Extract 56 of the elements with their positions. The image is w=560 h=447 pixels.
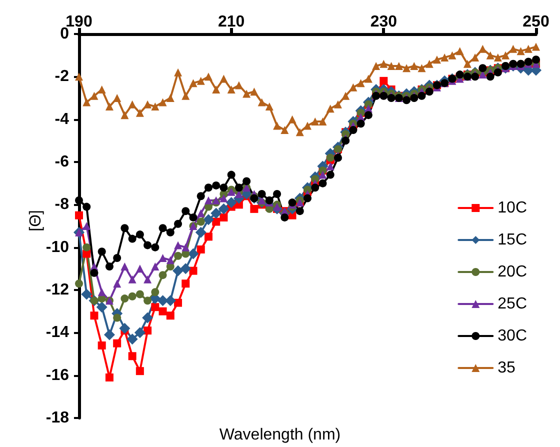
legend-label: 20C <box>498 264 528 280</box>
point <box>113 339 122 348</box>
x-tick-label: 210 <box>218 14 245 30</box>
point <box>157 295 168 306</box>
point <box>189 266 198 275</box>
legend-label: 25C <box>498 296 528 312</box>
point <box>90 312 98 320</box>
point <box>75 211 83 220</box>
legend-label: 15C <box>498 232 528 248</box>
y-tick-label: -6 <box>54 154 70 170</box>
point <box>204 232 212 241</box>
x-axis-title: Wavelength (nm) <box>219 426 341 444</box>
point <box>98 341 106 350</box>
y-tick-label: -12 <box>46 282 70 298</box>
point <box>172 265 184 276</box>
point <box>220 213 228 222</box>
point <box>134 327 146 338</box>
y-tick-label: -2 <box>54 68 70 86</box>
y-tick-label: -8 <box>54 196 70 214</box>
point <box>128 352 136 360</box>
point <box>195 226 206 238</box>
point <box>196 245 205 254</box>
point <box>174 298 182 307</box>
x-tick-label: 230 <box>370 14 398 30</box>
point <box>202 214 214 226</box>
point <box>250 204 258 213</box>
point <box>218 203 230 214</box>
point <box>126 334 138 345</box>
y-tick-label: -16 <box>46 366 70 384</box>
x-tick-label: 250 <box>522 14 550 30</box>
point <box>180 263 192 274</box>
point <box>166 312 174 320</box>
y-tick-label: -18 <box>46 410 70 426</box>
y-axis-title: [Θ] <box>28 210 44 232</box>
y-tick-label: -14 <box>46 324 70 342</box>
point <box>81 288 92 300</box>
point <box>136 367 144 376</box>
point <box>105 373 114 382</box>
point <box>158 307 167 316</box>
point <box>226 197 237 208</box>
point <box>104 329 115 340</box>
point <box>151 303 160 312</box>
point <box>210 208 222 219</box>
point <box>144 326 152 335</box>
point <box>142 312 154 324</box>
point <box>182 280 190 288</box>
legend-label: 35 <box>498 360 516 376</box>
y-tick-label: 0 <box>60 26 70 42</box>
y-tick-label: -4 <box>54 110 70 128</box>
point <box>380 76 388 85</box>
y-tick-label: -10 <box>46 238 70 256</box>
legend-label: 10C <box>498 200 528 216</box>
point <box>188 248 199 260</box>
point <box>96 302 108 313</box>
legend-label: 30C <box>498 328 528 344</box>
point <box>119 322 130 334</box>
